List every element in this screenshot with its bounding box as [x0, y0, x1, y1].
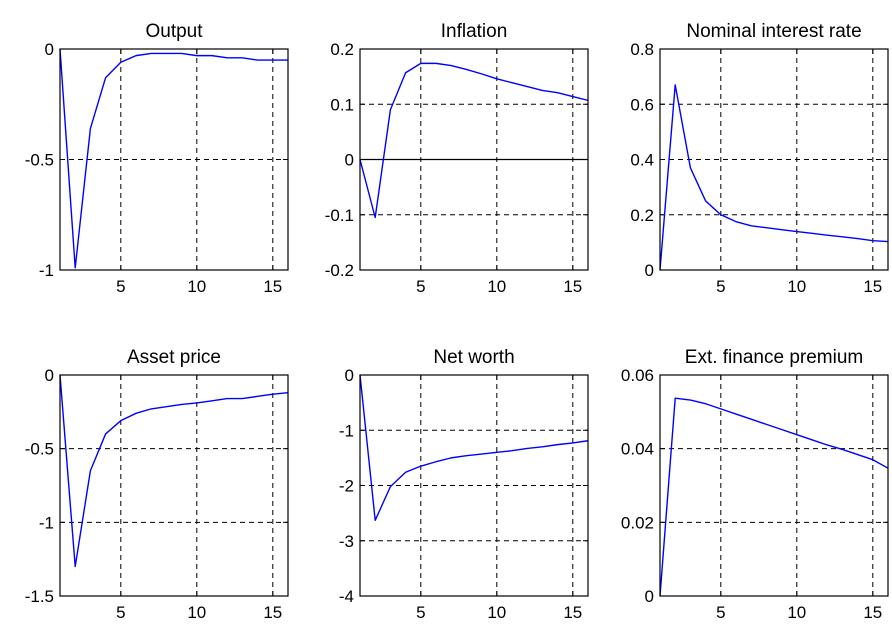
panel-4: Net worth 5 10 15 -4 -3 -2 -1 0 [339, 347, 589, 622]
series-line [659, 397, 889, 597]
y-tick-label: 0.2 [330, 40, 354, 59]
series-line [359, 62, 589, 219]
panel-title: Inflation [441, 21, 508, 42]
y-tick-label: 0.02 [621, 513, 654, 532]
axes-frame [659, 48, 889, 271]
y-tick-label: -4 [339, 587, 354, 606]
y-tick-label: 0.6 [630, 95, 654, 114]
y-tick-label: 0 [645, 261, 654, 280]
y-tick-label: 0.8 [630, 40, 654, 59]
y-tick-label: 0.4 [630, 151, 654, 170]
y-tick-label: -1 [339, 421, 354, 440]
x-tick-label: 10 [787, 277, 806, 296]
axes-frame [59, 374, 289, 597]
y-tick-label: 0.2 [630, 206, 654, 225]
y-tick-label: -0.5 [25, 440, 54, 459]
y-tick-label: 0 [45, 366, 54, 385]
x-tick-label: 15 [563, 603, 582, 622]
x-tick-label: 15 [863, 277, 882, 296]
y-tick-label: -3 [339, 532, 354, 551]
x-tick-label: 5 [416, 277, 425, 296]
y-tick-label: 0 [345, 366, 354, 385]
y-tick-label: -0.2 [325, 261, 354, 280]
y-tick-label: -0.5 [25, 151, 54, 170]
y-tick-label: -1 [39, 513, 54, 532]
x-tick-label: 15 [263, 603, 282, 622]
series-line [59, 48, 288, 269]
x-tick-label: 15 [563, 277, 582, 296]
y-tick-label: 0 [45, 40, 54, 59]
axes-frame [659, 374, 889, 597]
y-tick-label: 0.04 [621, 440, 654, 459]
panel-1: Inflation 5 10 15 -0.2 -0.1 0 0.1 0.2 [325, 21, 589, 296]
y-tick-label: -1.5 [25, 587, 54, 606]
series-line [659, 84, 889, 271]
series-line [359, 374, 589, 522]
x-tick-label: 5 [716, 277, 725, 296]
axes-frame [359, 48, 589, 271]
axes-frame [359, 374, 589, 597]
axes-frame [59, 48, 289, 271]
panel-title: Net worth [433, 347, 514, 368]
panel-title: Ext. finance premium [685, 347, 863, 368]
panel-5: Ext. finance premium 5 10 15 0 0.02 0.04 0.06 [621, 347, 889, 622]
series-line [59, 374, 289, 568]
y-tick-label: -0.1 [325, 206, 354, 225]
x-tick-label: 10 [487, 603, 506, 622]
y-tick-label: -2 [339, 477, 354, 496]
panel-2: Nominal interest rate 5 10 15 0 0.2 0.4 0.6 0.8 [630, 21, 889, 296]
x-tick-label: 10 [187, 603, 206, 622]
x-tick-label: 5 [116, 277, 125, 296]
y-tick-label: 0.1 [330, 95, 354, 114]
panel-title: Nominal interest rate [686, 21, 861, 42]
y-tick-label: 0 [645, 587, 654, 606]
x-tick-label: 10 [487, 277, 506, 296]
x-tick-label: 10 [787, 603, 806, 622]
x-tick-label: 5 [416, 603, 425, 622]
x-tick-label: 15 [263, 277, 282, 296]
x-tick-label: 15 [863, 603, 882, 622]
panel-grid: Output 5 10 15 -1 -0.5 0 Inflation 5 10 15 -0.2 -0.1… [25, 21, 889, 622]
panel-title: Asset price [127, 347, 221, 368]
y-tick-label: 0.06 [621, 366, 654, 385]
x-tick-label: 10 [187, 277, 206, 296]
y-tick-label: 0 [345, 151, 354, 170]
x-tick-label: 5 [116, 603, 125, 622]
x-tick-label: 5 [716, 603, 725, 622]
panel-title: Output [145, 21, 203, 42]
panel-0: Output 5 10 15 -1 -0.5 0 [25, 21, 289, 296]
y-tick-label: -1 [39, 261, 54, 280]
panel-3: Asset price 5 10 15 -1.5 -1 -0.5 0 [25, 347, 289, 622]
